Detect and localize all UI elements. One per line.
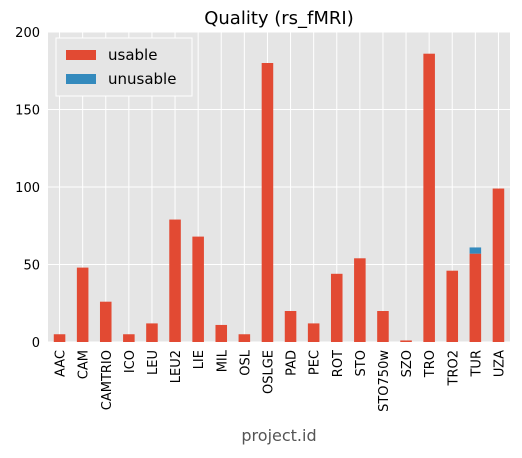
x-tick-label-sto: STO xyxy=(354,350,369,376)
bar-usable-tro2 xyxy=(446,270,459,342)
bar-usable-uza xyxy=(492,188,505,342)
x-tick-label-tro: TRO xyxy=(423,350,438,378)
bar-usable-pec xyxy=(307,323,320,342)
bars xyxy=(53,53,505,342)
bar-usable-cam xyxy=(76,267,89,342)
bar-usable-camtrio xyxy=(99,301,112,342)
bar-usable-szo xyxy=(400,340,412,342)
y-axis-ticks: 0 50 100 150 200 xyxy=(15,26,40,351)
bar-usable-sto750w xyxy=(377,311,389,342)
bar-usable-tur xyxy=(469,253,482,342)
bar-unusable-tur xyxy=(469,247,482,254)
bar-usable-leu xyxy=(146,323,158,342)
x-tick-label-cam: CAM xyxy=(77,350,92,379)
x-tick-label-camtrio: CAMTRIO xyxy=(100,350,115,410)
legend-swatch-unusable xyxy=(66,74,96,84)
bar-usable-tro xyxy=(423,53,435,342)
bar-usable-lie xyxy=(192,236,204,342)
bar-usable-mil xyxy=(215,324,228,342)
y-tick-label: 0 xyxy=(32,336,40,351)
x-tick-label-rot: ROT xyxy=(331,350,346,377)
x-axis-label: project.id xyxy=(241,426,316,445)
x-tick-label-tro2: TRO2 xyxy=(446,350,461,386)
y-tick-label: 50 xyxy=(23,259,40,274)
x-tick-label-sto750w: STO750w xyxy=(377,350,392,412)
bar-usable-osl xyxy=(238,334,251,342)
bar-usable-oslge xyxy=(261,63,274,342)
x-tick-label-ico: ICO xyxy=(123,350,138,373)
x-tick-label-pec: PEC xyxy=(308,350,323,375)
legend-label-usable: usable xyxy=(108,46,157,64)
legend-swatch-usable xyxy=(66,50,96,60)
bar-usable-pad xyxy=(284,311,297,342)
legend-box xyxy=(55,37,193,97)
x-tick-label-pad: PAD xyxy=(285,350,300,376)
y-tick-label: 150 xyxy=(15,104,40,119)
bar-usable-aac xyxy=(53,334,66,342)
bar-usable-rot xyxy=(330,273,343,342)
bar-usable-sto xyxy=(354,258,366,342)
x-tick-label-lie: LIE xyxy=(192,350,207,369)
plot-area: 0 50 100 150 200 AAC CAM CAMTRIO ICO LEU LEU2 LIE MI… xyxy=(15,26,510,412)
x-tick-label-uza: UZA xyxy=(492,350,507,377)
x-tick-label-szo: SZO xyxy=(400,350,415,377)
bar-usable-leu2 xyxy=(169,219,181,342)
x-tick-label-aac: AAC xyxy=(54,350,69,377)
chart-title: Quality (rs_fMRI) xyxy=(204,8,354,29)
x-tick-label-oslge: OSLGE xyxy=(261,350,276,394)
x-tick-label-leu: LEU xyxy=(146,350,161,375)
x-tick-label-osl: OSL xyxy=(238,349,253,375)
legend-label-unusable: unusable xyxy=(108,70,176,88)
x-tick-label-tur: TUR xyxy=(469,350,484,378)
y-tick-label: 100 xyxy=(15,181,40,196)
y-tick-label: 200 xyxy=(15,26,40,41)
x-tick-label-mil: MIL xyxy=(215,349,230,372)
x-axis-ticks: AAC CAM CAMTRIO ICO LEU LEU2 LIE MIL OSL OSLGE PAD… xyxy=(54,349,508,412)
legend: usable unusable xyxy=(55,37,193,97)
x-tick-label-leu2: LEU2 xyxy=(169,350,184,383)
bar-usable-ico xyxy=(123,334,135,342)
